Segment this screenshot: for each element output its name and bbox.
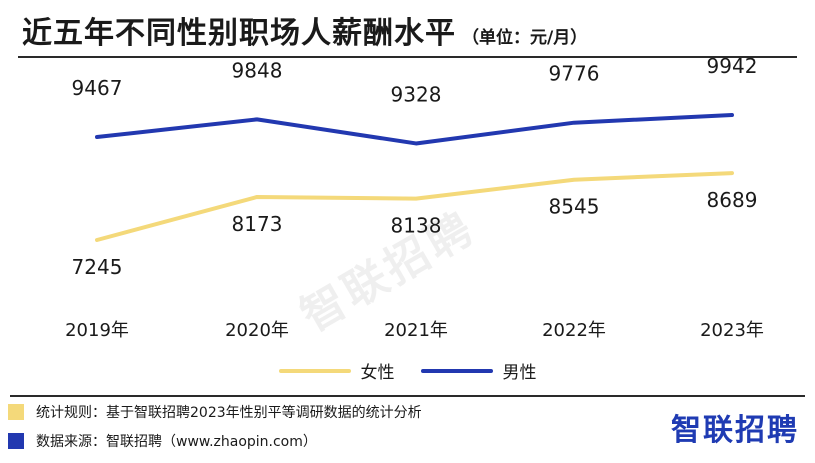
data-label-male: 9467 (72, 76, 123, 100)
data-label-male: 9328 (391, 82, 442, 106)
data-label-female: 8545 (549, 195, 600, 219)
note-rule: 统计规则：基于智联招聘2023年性别平等调研数据的统计分析 (8, 402, 422, 422)
unit-label: （单位：元/月） (462, 28, 588, 48)
legend-item-male: 男性 (420, 358, 537, 383)
legend-label-male: 男性 (502, 363, 537, 383)
data-label-female: 8689 (707, 188, 758, 212)
data-label-male: 9848 (232, 58, 283, 82)
data-label-male: 9942 (707, 54, 758, 78)
series-line-male (95, 113, 734, 146)
legend-label-female: 女性 (360, 363, 395, 383)
legend-swatch-female (278, 368, 351, 373)
note-source: 数据来源：智联招聘（www.zhaopin.com） (8, 431, 317, 451)
note-source-text: 数据来源：智联招聘（www.zhaopin.com） (36, 434, 317, 450)
x-tick-label: 2023年 (700, 320, 764, 341)
note-source-marker (8, 433, 24, 449)
note-rule-marker (8, 404, 24, 420)
title-row: 近五年不同性别职场人薪酬水平 （单位：元/月） (22, 8, 587, 52)
footer-divider (10, 395, 805, 397)
brand-logo: 智联招聘 (671, 413, 799, 448)
data-label-female: 7245 (72, 255, 123, 279)
note-rule-text: 统计规则：基于智联招聘2023年性别平等调研数据的统计分析 (36, 405, 422, 421)
data-label-female: 8173 (232, 212, 283, 236)
x-tick-label: 2022年 (542, 320, 606, 341)
data-label-female: 8138 (391, 214, 442, 238)
data-label-male: 9776 (549, 62, 600, 86)
legend-swatch-male (420, 368, 493, 373)
line-chart: 2019年 2020年 2021年 2022年 2023年 9467 9848 9328 977… (65, 54, 764, 341)
x-tick-label: 2019年 (65, 320, 129, 341)
x-tick-label: 2021年 (384, 320, 448, 341)
title-divider (18, 56, 797, 58)
legend: 女性 男性 (0, 358, 815, 383)
chart-title: 近五年不同性别职场人薪酬水平 (22, 16, 456, 51)
series-line-female (95, 171, 734, 242)
x-tick-label: 2020年 (225, 320, 289, 341)
legend-item-female: 女性 (278, 358, 395, 383)
